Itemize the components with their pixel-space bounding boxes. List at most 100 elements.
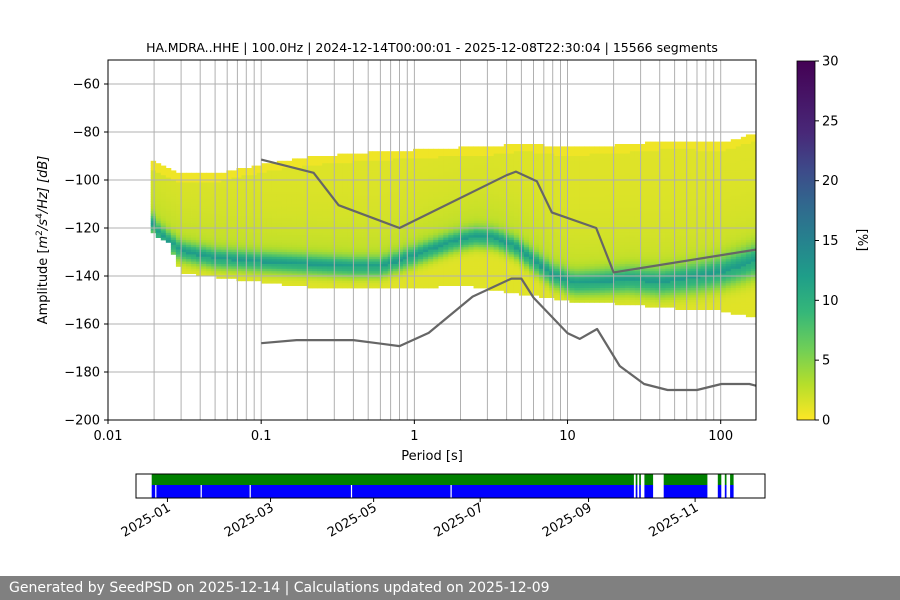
heatmap-cell bbox=[579, 160, 585, 164]
heatmap-cell bbox=[488, 199, 495, 202]
heatmap-cell bbox=[609, 201, 616, 205]
heatmap-cell bbox=[604, 168, 611, 171]
heatmap-cell bbox=[372, 160, 379, 164]
heatmap-cell bbox=[493, 160, 500, 164]
heatmap-cell bbox=[549, 168, 555, 171]
heatmap-cell bbox=[382, 208, 389, 212]
heatmap-cell bbox=[191, 261, 197, 265]
heatmap-cell bbox=[317, 268, 323, 272]
heatmap-cell bbox=[488, 172, 495, 176]
heatmap-cell bbox=[413, 285, 419, 289]
heatmap-cell bbox=[392, 192, 399, 195]
heatmap-cell bbox=[544, 235, 550, 238]
heatmap-cell bbox=[609, 220, 616, 224]
heatmap-cell bbox=[534, 288, 540, 291]
heatmap-cell bbox=[191, 232, 197, 236]
heatmap-cell bbox=[433, 153, 439, 157]
heatmap-cell bbox=[453, 170, 459, 174]
heatmap-cell bbox=[402, 283, 409, 286]
heatmap-cell bbox=[201, 211, 207, 214]
heatmap-cell bbox=[362, 223, 368, 226]
heatmap-cell bbox=[523, 254, 530, 258]
heatmap-cell bbox=[165, 237, 172, 241]
heatmap-cell bbox=[463, 256, 469, 260]
heatmap-cell bbox=[150, 204, 157, 207]
heatmap-cell bbox=[433, 261, 439, 265]
heatmap-cell bbox=[418, 220, 424, 224]
heatmap-cell bbox=[337, 187, 343, 190]
heatmap-cell bbox=[155, 232, 162, 236]
heatmap-cell bbox=[170, 189, 177, 193]
heatmap-cell bbox=[201, 247, 207, 250]
heatmap-cell bbox=[307, 204, 313, 207]
heatmap-cell bbox=[332, 240, 338, 243]
heatmap-cell bbox=[443, 216, 449, 219]
heatmap-cell bbox=[216, 206, 222, 210]
heatmap-cell bbox=[372, 206, 379, 210]
heatmap-cell bbox=[392, 276, 399, 279]
heatmap-cell bbox=[463, 235, 469, 238]
heatmap-cell bbox=[534, 163, 540, 166]
heatmap-cell bbox=[488, 211, 495, 214]
heatmap-cell bbox=[392, 196, 399, 200]
heatmap-cell bbox=[206, 235, 212, 238]
heatmap-cell bbox=[534, 280, 540, 284]
heatmap-cell bbox=[554, 254, 560, 258]
heatmap-cell bbox=[418, 268, 424, 272]
heatmap-cell bbox=[155, 225, 162, 229]
heatmap-cell bbox=[468, 242, 474, 246]
heatmap-cell bbox=[241, 261, 247, 265]
heatmap-cell bbox=[372, 168, 379, 171]
heatmap-cell bbox=[160, 168, 167, 171]
heatmap-cell bbox=[286, 256, 293, 260]
heatmap-cell bbox=[307, 182, 313, 186]
heatmap-cell bbox=[468, 187, 474, 190]
heatmap-cell bbox=[302, 187, 308, 190]
heatmap-cell bbox=[508, 254, 515, 258]
heatmap-cell bbox=[206, 172, 212, 176]
heatmap-cell bbox=[534, 242, 540, 246]
heatmap-cell bbox=[332, 194, 338, 198]
heatmap-cell bbox=[453, 247, 459, 250]
heatmap-cell bbox=[175, 237, 182, 241]
heatmap-cell bbox=[418, 259, 424, 262]
heatmap-cell bbox=[473, 266, 479, 270]
heatmap-cell bbox=[443, 254, 449, 258]
heatmap-cell bbox=[261, 242, 268, 246]
heatmap-cell bbox=[231, 225, 237, 229]
heatmap-cell bbox=[438, 276, 444, 279]
heatmap-cell bbox=[337, 237, 343, 241]
heatmap-cell bbox=[312, 196, 318, 200]
heatmap-cell bbox=[155, 180, 162, 183]
heatmap-cell bbox=[493, 232, 500, 236]
heatmap-cell bbox=[180, 175, 187, 178]
heatmap-cell bbox=[589, 290, 595, 294]
heatmap-cell bbox=[201, 189, 207, 193]
heatmap-cell bbox=[498, 244, 505, 248]
heatmap-cell bbox=[539, 158, 545, 162]
heatmap-cell bbox=[211, 264, 217, 267]
heatmap-cell bbox=[579, 196, 585, 200]
heatmap-cell bbox=[458, 230, 464, 234]
heatmap-cell bbox=[483, 240, 490, 243]
heatmap-cell bbox=[584, 297, 590, 301]
heatmap-cell bbox=[307, 240, 313, 243]
heatmap-cell bbox=[362, 244, 368, 248]
heatmap-cell bbox=[539, 259, 545, 262]
heatmap-cell bbox=[443, 175, 449, 178]
heatmap-cell bbox=[594, 290, 601, 294]
heatmap-cell bbox=[443, 163, 449, 166]
heatmap-cell bbox=[150, 192, 157, 195]
heatmap-cell bbox=[418, 177, 424, 181]
heatmap-cell bbox=[478, 211, 485, 214]
heatmap-cell bbox=[513, 228, 520, 231]
heatmap-cell bbox=[367, 268, 374, 272]
heatmap-cell bbox=[201, 196, 207, 200]
heatmap-cell bbox=[539, 266, 545, 270]
heatmap-cell bbox=[397, 266, 404, 270]
heatmap-cell bbox=[302, 259, 308, 262]
heatmap-cell bbox=[523, 216, 530, 219]
heatmap-cell bbox=[523, 182, 530, 186]
heatmap-cell bbox=[170, 237, 177, 241]
heatmap-cell bbox=[584, 153, 590, 157]
